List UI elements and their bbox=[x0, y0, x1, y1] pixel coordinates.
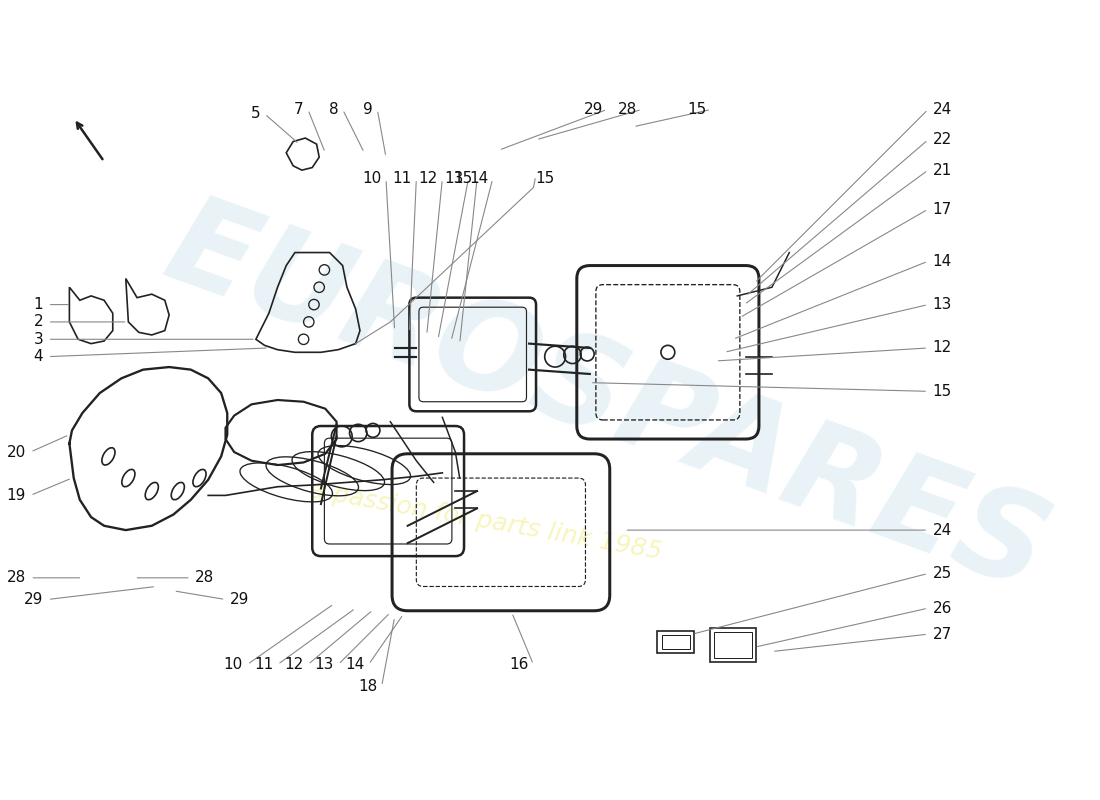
Text: 11: 11 bbox=[393, 171, 412, 186]
Text: 29: 29 bbox=[583, 102, 603, 117]
Text: 11: 11 bbox=[254, 657, 273, 672]
Text: 14: 14 bbox=[345, 657, 364, 672]
Text: 14: 14 bbox=[933, 254, 952, 269]
Text: 26: 26 bbox=[933, 601, 952, 616]
Text: 12: 12 bbox=[419, 171, 438, 186]
Text: 28: 28 bbox=[195, 570, 214, 586]
Text: 1: 1 bbox=[34, 297, 43, 312]
Text: 15: 15 bbox=[933, 384, 952, 399]
Text: 13: 13 bbox=[315, 657, 334, 672]
Text: a passion for parts link 1985: a passion for parts link 1985 bbox=[308, 478, 663, 564]
Text: 10: 10 bbox=[362, 171, 382, 186]
Text: 5: 5 bbox=[251, 106, 261, 122]
Text: 10: 10 bbox=[223, 657, 243, 672]
Text: 29: 29 bbox=[24, 592, 43, 607]
Text: 19: 19 bbox=[7, 488, 26, 503]
Text: 22: 22 bbox=[933, 132, 952, 147]
Text: 12: 12 bbox=[284, 657, 304, 672]
Text: 2: 2 bbox=[34, 314, 43, 330]
Text: 12: 12 bbox=[933, 341, 952, 355]
Text: EUROSPARES: EUROSPARES bbox=[151, 185, 1064, 615]
Text: 18: 18 bbox=[359, 678, 377, 694]
Text: 15: 15 bbox=[536, 171, 554, 186]
Text: 9: 9 bbox=[363, 102, 373, 117]
Text: 24: 24 bbox=[933, 102, 952, 117]
Text: 15: 15 bbox=[453, 171, 473, 186]
Text: 16: 16 bbox=[509, 657, 529, 672]
Text: 28: 28 bbox=[618, 102, 638, 117]
Text: 17: 17 bbox=[933, 202, 952, 217]
Text: 29: 29 bbox=[230, 592, 250, 607]
Text: 3: 3 bbox=[34, 332, 43, 346]
Text: 8: 8 bbox=[329, 102, 339, 117]
Text: 20: 20 bbox=[7, 445, 26, 459]
Text: 21: 21 bbox=[933, 162, 952, 178]
Text: 27: 27 bbox=[933, 626, 952, 642]
Text: 14: 14 bbox=[469, 171, 488, 186]
Text: 24: 24 bbox=[933, 522, 952, 538]
Text: 13: 13 bbox=[933, 297, 952, 312]
Text: 7: 7 bbox=[294, 102, 304, 117]
Text: 25: 25 bbox=[933, 566, 952, 581]
Text: 4: 4 bbox=[34, 349, 43, 364]
Text: 15: 15 bbox=[688, 102, 707, 117]
Text: 28: 28 bbox=[7, 570, 26, 586]
Text: 13: 13 bbox=[444, 171, 464, 186]
